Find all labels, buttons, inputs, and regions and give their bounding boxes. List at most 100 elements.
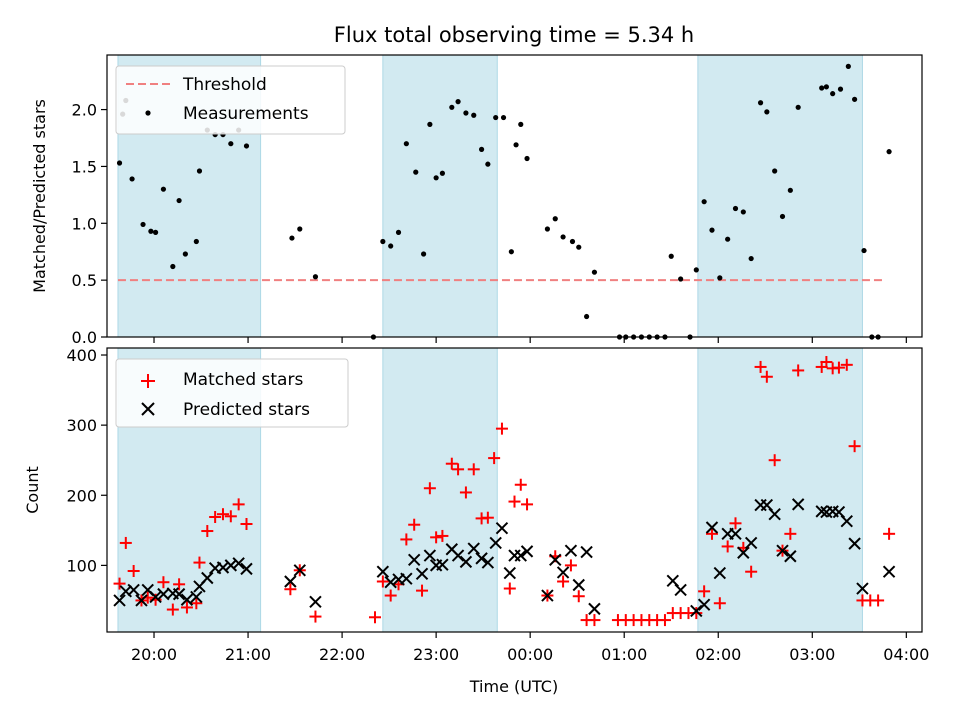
y-tick-label: 0.5 — [72, 271, 97, 290]
predicted-star-point — [384, 576, 397, 589]
matched-star-point — [467, 463, 480, 476]
matched-star-point — [173, 578, 186, 591]
matched-star-point — [430, 531, 443, 544]
measurement-point — [388, 243, 394, 249]
matched-star-point — [127, 564, 140, 577]
y-axis-label: Count — [23, 466, 42, 514]
measurement-point — [228, 141, 234, 147]
measurement-point — [583, 313, 590, 320]
y-axis-ticks: 0.0 0.5 1.0 1.5 2.0 — [72, 101, 107, 347]
matched-star-point — [713, 597, 726, 610]
predicted-star-point — [713, 566, 727, 580]
matched-star-point — [745, 565, 758, 578]
measurement-point — [395, 229, 402, 235]
matched-star-point — [445, 457, 458, 470]
y-tick-label: 400 — [66, 346, 97, 365]
predicted-star-point — [451, 549, 465, 562]
legend-predicted-label: Predicted stars — [183, 400, 310, 420]
predicted-star-point — [309, 595, 322, 609]
measurement-point — [508, 249, 514, 255]
x-tick-label: 00:00 — [507, 645, 553, 664]
predicted-star-point — [705, 521, 719, 534]
legend-measurements-swatch — [145, 110, 151, 116]
predicted-star-point — [423, 549, 437, 562]
matched-star-point — [488, 452, 501, 465]
matched-star-point — [309, 610, 322, 623]
measurement-point — [701, 199, 707, 205]
predicted-star-point — [848, 537, 861, 550]
matched-star-point — [840, 358, 853, 371]
matched-star-point — [436, 529, 449, 542]
measurement-point — [852, 96, 858, 102]
matched-star-point — [190, 597, 203, 610]
predicted-star-point — [376, 565, 390, 578]
ratio-panel: 0.00.51.01.52.0 Matched/Predicted stars … — [30, 54, 923, 347]
predicted-star-point — [508, 549, 521, 562]
measurement-point — [552, 216, 558, 222]
matched-star-point — [508, 495, 521, 508]
matched-star-point — [848, 440, 861, 453]
x-tick-label: 03:00 — [789, 645, 835, 664]
predicted-star-point — [201, 571, 214, 585]
matched-star-point — [832, 361, 845, 374]
x-tick-label: 22:00 — [319, 645, 365, 664]
matched-star-point — [284, 583, 297, 596]
matched-star-point — [157, 576, 170, 589]
matched-star-point — [384, 589, 397, 602]
measurement-point — [433, 175, 439, 181]
measurement-points — [116, 63, 892, 340]
matched-star-point — [193, 556, 206, 569]
predicted-star-point — [475, 552, 488, 565]
predicted-star-point — [135, 594, 148, 607]
measurement-point — [463, 110, 469, 116]
legend-threshold-label: Threshold — [182, 75, 267, 95]
measurement-point — [493, 114, 499, 121]
predicted-star-point — [216, 561, 230, 574]
measurement-point — [427, 121, 433, 127]
y-tick-label: 0.0 — [72, 328, 97, 347]
legend-measurements-label: Measurements — [183, 104, 309, 124]
measurement-point — [569, 238, 576, 245]
legend-matched-swatch — [141, 374, 155, 388]
predicted-star-point — [240, 562, 253, 576]
measurement-point — [449, 104, 455, 110]
measurement-point — [243, 143, 250, 149]
matched-star-point — [400, 533, 413, 546]
predicted-star-point — [549, 553, 562, 566]
predicted-star-point — [791, 498, 805, 511]
measurement-point — [732, 205, 739, 212]
measurement-point — [182, 251, 188, 257]
measurement-point — [823, 84, 829, 90]
predicted-star-point — [737, 546, 750, 559]
measurement-point — [725, 236, 731, 242]
matched-star-point — [113, 577, 126, 590]
measurement-point — [748, 255, 754, 262]
measurement-point — [819, 85, 825, 91]
plot-frame — [106, 347, 923, 633]
measurement-point — [193, 238, 199, 245]
measurement-point — [413, 169, 419, 175]
measurement-point — [717, 275, 723, 281]
measurement-point — [560, 234, 566, 240]
measurement-point — [772, 168, 778, 174]
matched-star-point — [521, 498, 534, 511]
matched-star-point — [232, 498, 245, 511]
measurement-point — [420, 251, 427, 257]
predicted-star-point — [127, 583, 140, 597]
matched-star-point — [768, 454, 781, 467]
predicted-star-point — [882, 565, 896, 578]
predicted-star-point — [415, 567, 429, 581]
predicted-star-point — [815, 505, 828, 518]
observing-window-band — [382, 347, 498, 633]
predicted-star-point — [697, 598, 711, 611]
measurement-point — [740, 209, 746, 215]
predicted-star-point — [436, 558, 449, 571]
measurement-point — [129, 176, 135, 182]
predicted-star-point — [674, 583, 687, 597]
predicted-star-point — [729, 527, 742, 541]
matched-star-point — [119, 536, 132, 549]
matched-star-point — [180, 601, 193, 614]
matched-star-point — [481, 511, 494, 524]
matched-star-point — [240, 518, 253, 531]
